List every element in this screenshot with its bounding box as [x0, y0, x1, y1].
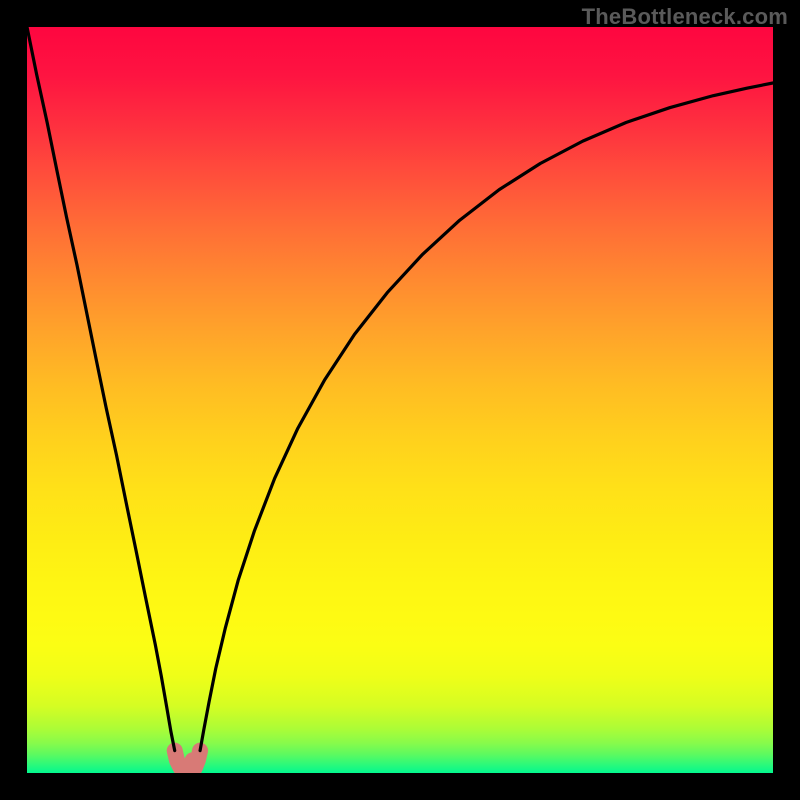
plot-area — [27, 27, 773, 773]
curve-layer — [27, 27, 773, 773]
curve-right — [200, 83, 773, 751]
curve-left — [27, 27, 175, 751]
watermark-text: TheBottleneck.com — [582, 4, 788, 30]
valley-arc — [175, 751, 200, 772]
chart-frame: TheBottleneck.com — [0, 0, 800, 800]
